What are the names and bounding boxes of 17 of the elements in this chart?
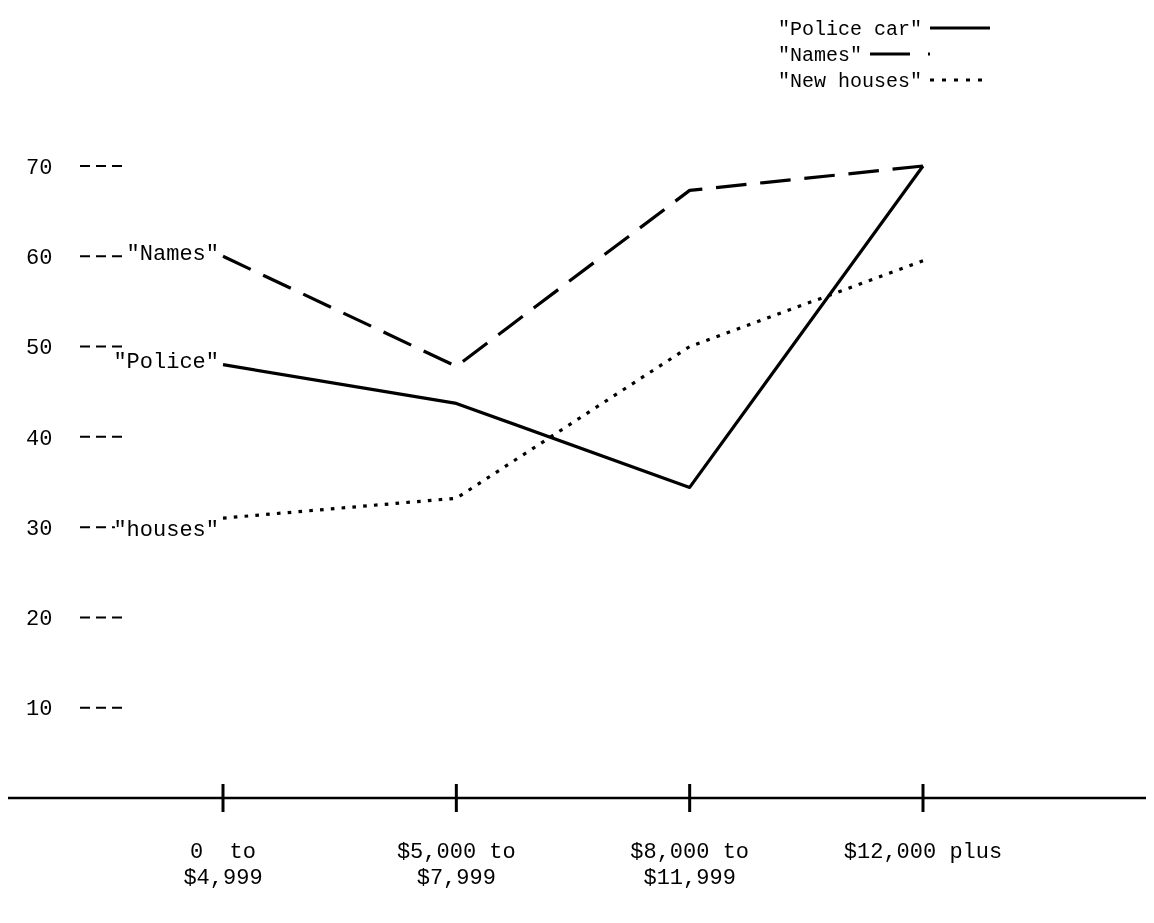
- legend-label: "New houses": [778, 70, 923, 93]
- annotation: "Police": [113, 350, 219, 376]
- x-tick-label: 0 to $4,999: [183, 840, 263, 891]
- x-tick-label: $12,000 plus: [843, 840, 1003, 865]
- annotation: "Names": [126, 241, 219, 267]
- y-tick-label: 60: [26, 245, 53, 271]
- y-tick-label: 10: [26, 697, 53, 723]
- legend-label: "Names": [778, 44, 863, 67]
- y-tick-label: 30: [26, 516, 53, 542]
- y-tick-label: 40: [26, 426, 53, 452]
- y-tick-label: 20: [26, 607, 53, 633]
- annotation: "houses": [113, 517, 219, 543]
- y-tick-label: 50: [26, 336, 53, 362]
- x-tick-label: $8,000 to $11,999: [630, 840, 750, 891]
- y-tick-label: 70: [26, 155, 53, 181]
- legend-label: "Police car": [778, 18, 923, 41]
- x-tick-label: $5,000 to $7,999: [396, 840, 516, 891]
